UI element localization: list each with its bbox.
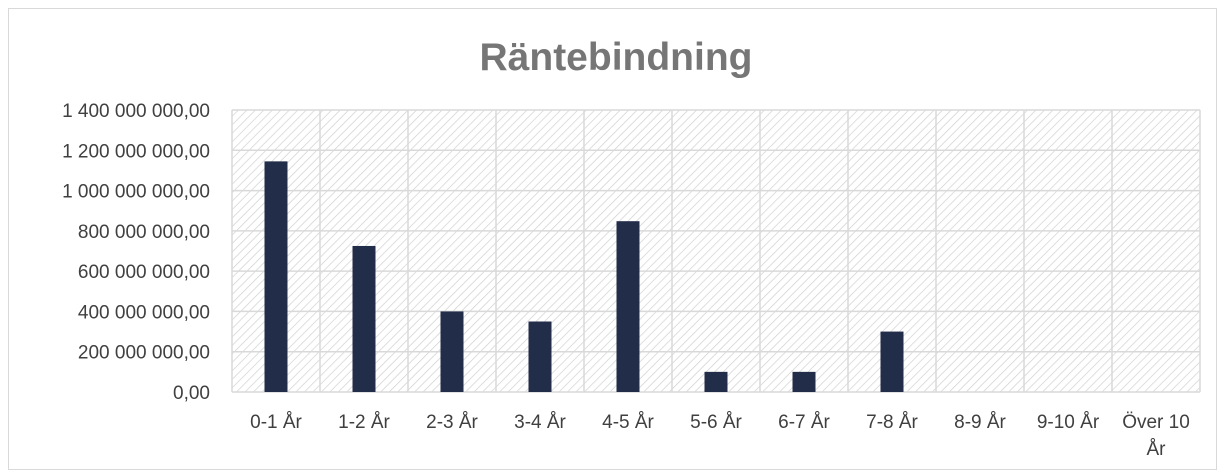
x-tick-label: 8-9 År: [954, 412, 1006, 433]
y-tick-label: 800 000 000,00: [78, 222, 210, 243]
bar: [528, 321, 552, 392]
bar: [616, 221, 640, 392]
x-tick-label: 7-8 År: [866, 412, 918, 433]
x-tick-label: 4-5 År: [602, 412, 654, 433]
x-tick-label: Över 10 År: [1122, 412, 1190, 460]
x-tick-label: 2-3 År: [426, 412, 478, 433]
x-axis-tick-labels: 0-1 År 1-2 År 2-3 År 3-4 År 4-5 År 5-6 År 6-7 …: [250, 412, 1190, 460]
y-tick-label: 1 200 000 000,00: [62, 141, 210, 162]
x-tick-label: 5-6 År: [690, 412, 742, 433]
y-tick-label: 0,00: [173, 383, 210, 404]
bar: [880, 331, 904, 392]
bars: [264, 161, 904, 392]
x-tick-label: 0-1 År: [250, 412, 302, 433]
y-tick-label: 1 000 000 000,00: [62, 182, 210, 203]
bar: [440, 311, 464, 392]
chart-title: Räntebindning: [480, 36, 753, 79]
bar: [792, 371, 816, 392]
plot-area: [232, 110, 1200, 392]
x-tick-label: 3-4 År: [514, 412, 566, 433]
y-tick-label: 200 000 000,00: [78, 343, 210, 364]
y-tick-label: 1 400 000 000,00: [62, 101, 210, 122]
bar: [264, 161, 288, 392]
x-tick-label: 6-7 År: [778, 412, 830, 433]
x-tick-label: 1-2 År: [338, 412, 390, 433]
bar: [352, 245, 376, 392]
y-tick-label: 400 000 000,00: [78, 302, 210, 323]
bar: [704, 371, 728, 392]
x-tick-label: 9-10 År: [1037, 412, 1100, 433]
grid-lines: [231, 109, 1201, 393]
y-axis-tick-labels: 0,00 200 000 000,00 400 000 000,00 600 000 …: [62, 101, 210, 404]
y-tick-label: 600 000 000,00: [78, 262, 210, 283]
